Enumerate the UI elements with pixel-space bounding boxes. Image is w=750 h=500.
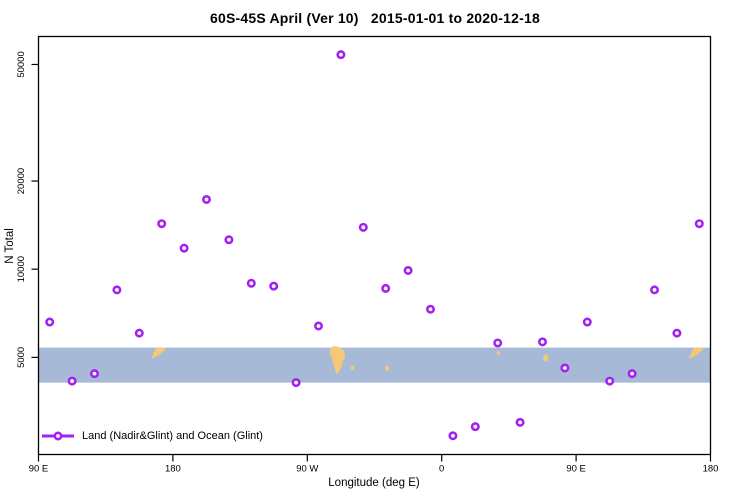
- data-point-marker: [649, 285, 659, 295]
- data-point-marker: [157, 219, 167, 229]
- data-point-marker: [537, 337, 547, 347]
- map-band-ocean: [38, 347, 711, 383]
- y-tick-label: 5000: [16, 347, 27, 368]
- data-point-marker: [336, 50, 346, 60]
- map-fragment-prince-edward-islands: [496, 351, 500, 356]
- data-point-marker: [45, 317, 55, 327]
- data-point-marker: [112, 285, 122, 295]
- data-point-marker: [560, 363, 570, 373]
- map-fragment-south-georgia: [384, 365, 390, 371]
- data-point-marker: [202, 194, 212, 204]
- data-point-marker: [179, 243, 189, 253]
- x-tick-label: 90 E: [566, 464, 586, 475]
- x-tick-label: 180: [703, 464, 719, 475]
- legend-marker-icon: [42, 431, 74, 441]
- data-point-marker: [470, 422, 480, 432]
- data-point-marker: [246, 278, 256, 288]
- data-point-marker: [403, 265, 413, 275]
- data-point-marker: [627, 369, 637, 379]
- plot-frame: [37, 35, 712, 456]
- data-point-marker: [582, 317, 592, 327]
- map-fragment-kerguelen: [543, 354, 549, 362]
- data-point-marker: [381, 283, 391, 293]
- y-tick-label: 10000: [16, 256, 27, 282]
- data-point-marker: [269, 281, 279, 291]
- data-point-marker: [493, 338, 503, 348]
- x-tick-label: 180: [165, 464, 181, 475]
- y-tick-label: 50000: [16, 51, 27, 77]
- data-point-marker: [90, 369, 100, 379]
- x-tick-label: 0: [439, 464, 444, 475]
- data-point-marker: [448, 431, 458, 441]
- map-fragment-new-zealand: [151, 347, 167, 359]
- data-point-marker: [134, 328, 144, 338]
- map-fragment-new-zealand-wrap: [688, 347, 704, 359]
- chart-title: 60S-45S April (Ver 10) 2015-01-01 to 202…: [210, 10, 540, 26]
- data-point-marker: [672, 328, 682, 338]
- map-fragment-falkland-islands: [350, 365, 355, 371]
- x-axis-title: Longitude (deg E): [328, 477, 420, 489]
- legend-marker-circle: [53, 431, 63, 441]
- x-tick-label: 90 W: [296, 464, 318, 475]
- data-point-marker: [425, 304, 435, 314]
- data-point-marker: [358, 222, 368, 232]
- legend: Land (Nadir&Glint) and Ocean (Glint): [41, 429, 263, 443]
- x-tick-label: 90 E: [29, 464, 49, 475]
- data-point-marker: [224, 235, 234, 245]
- y-tick-label: 20000: [16, 168, 27, 194]
- data-point-marker: [605, 376, 615, 386]
- data-point-marker: [313, 321, 323, 331]
- data-point-marker: [291, 378, 301, 388]
- data-point-marker: [694, 219, 704, 229]
- data-point-marker: [515, 417, 525, 427]
- data-point-marker: [67, 376, 77, 386]
- legend-label: Land (Nadir&Glint) and Ocean (Glint): [82, 430, 263, 442]
- map-fragment-patagonia: [329, 346, 345, 375]
